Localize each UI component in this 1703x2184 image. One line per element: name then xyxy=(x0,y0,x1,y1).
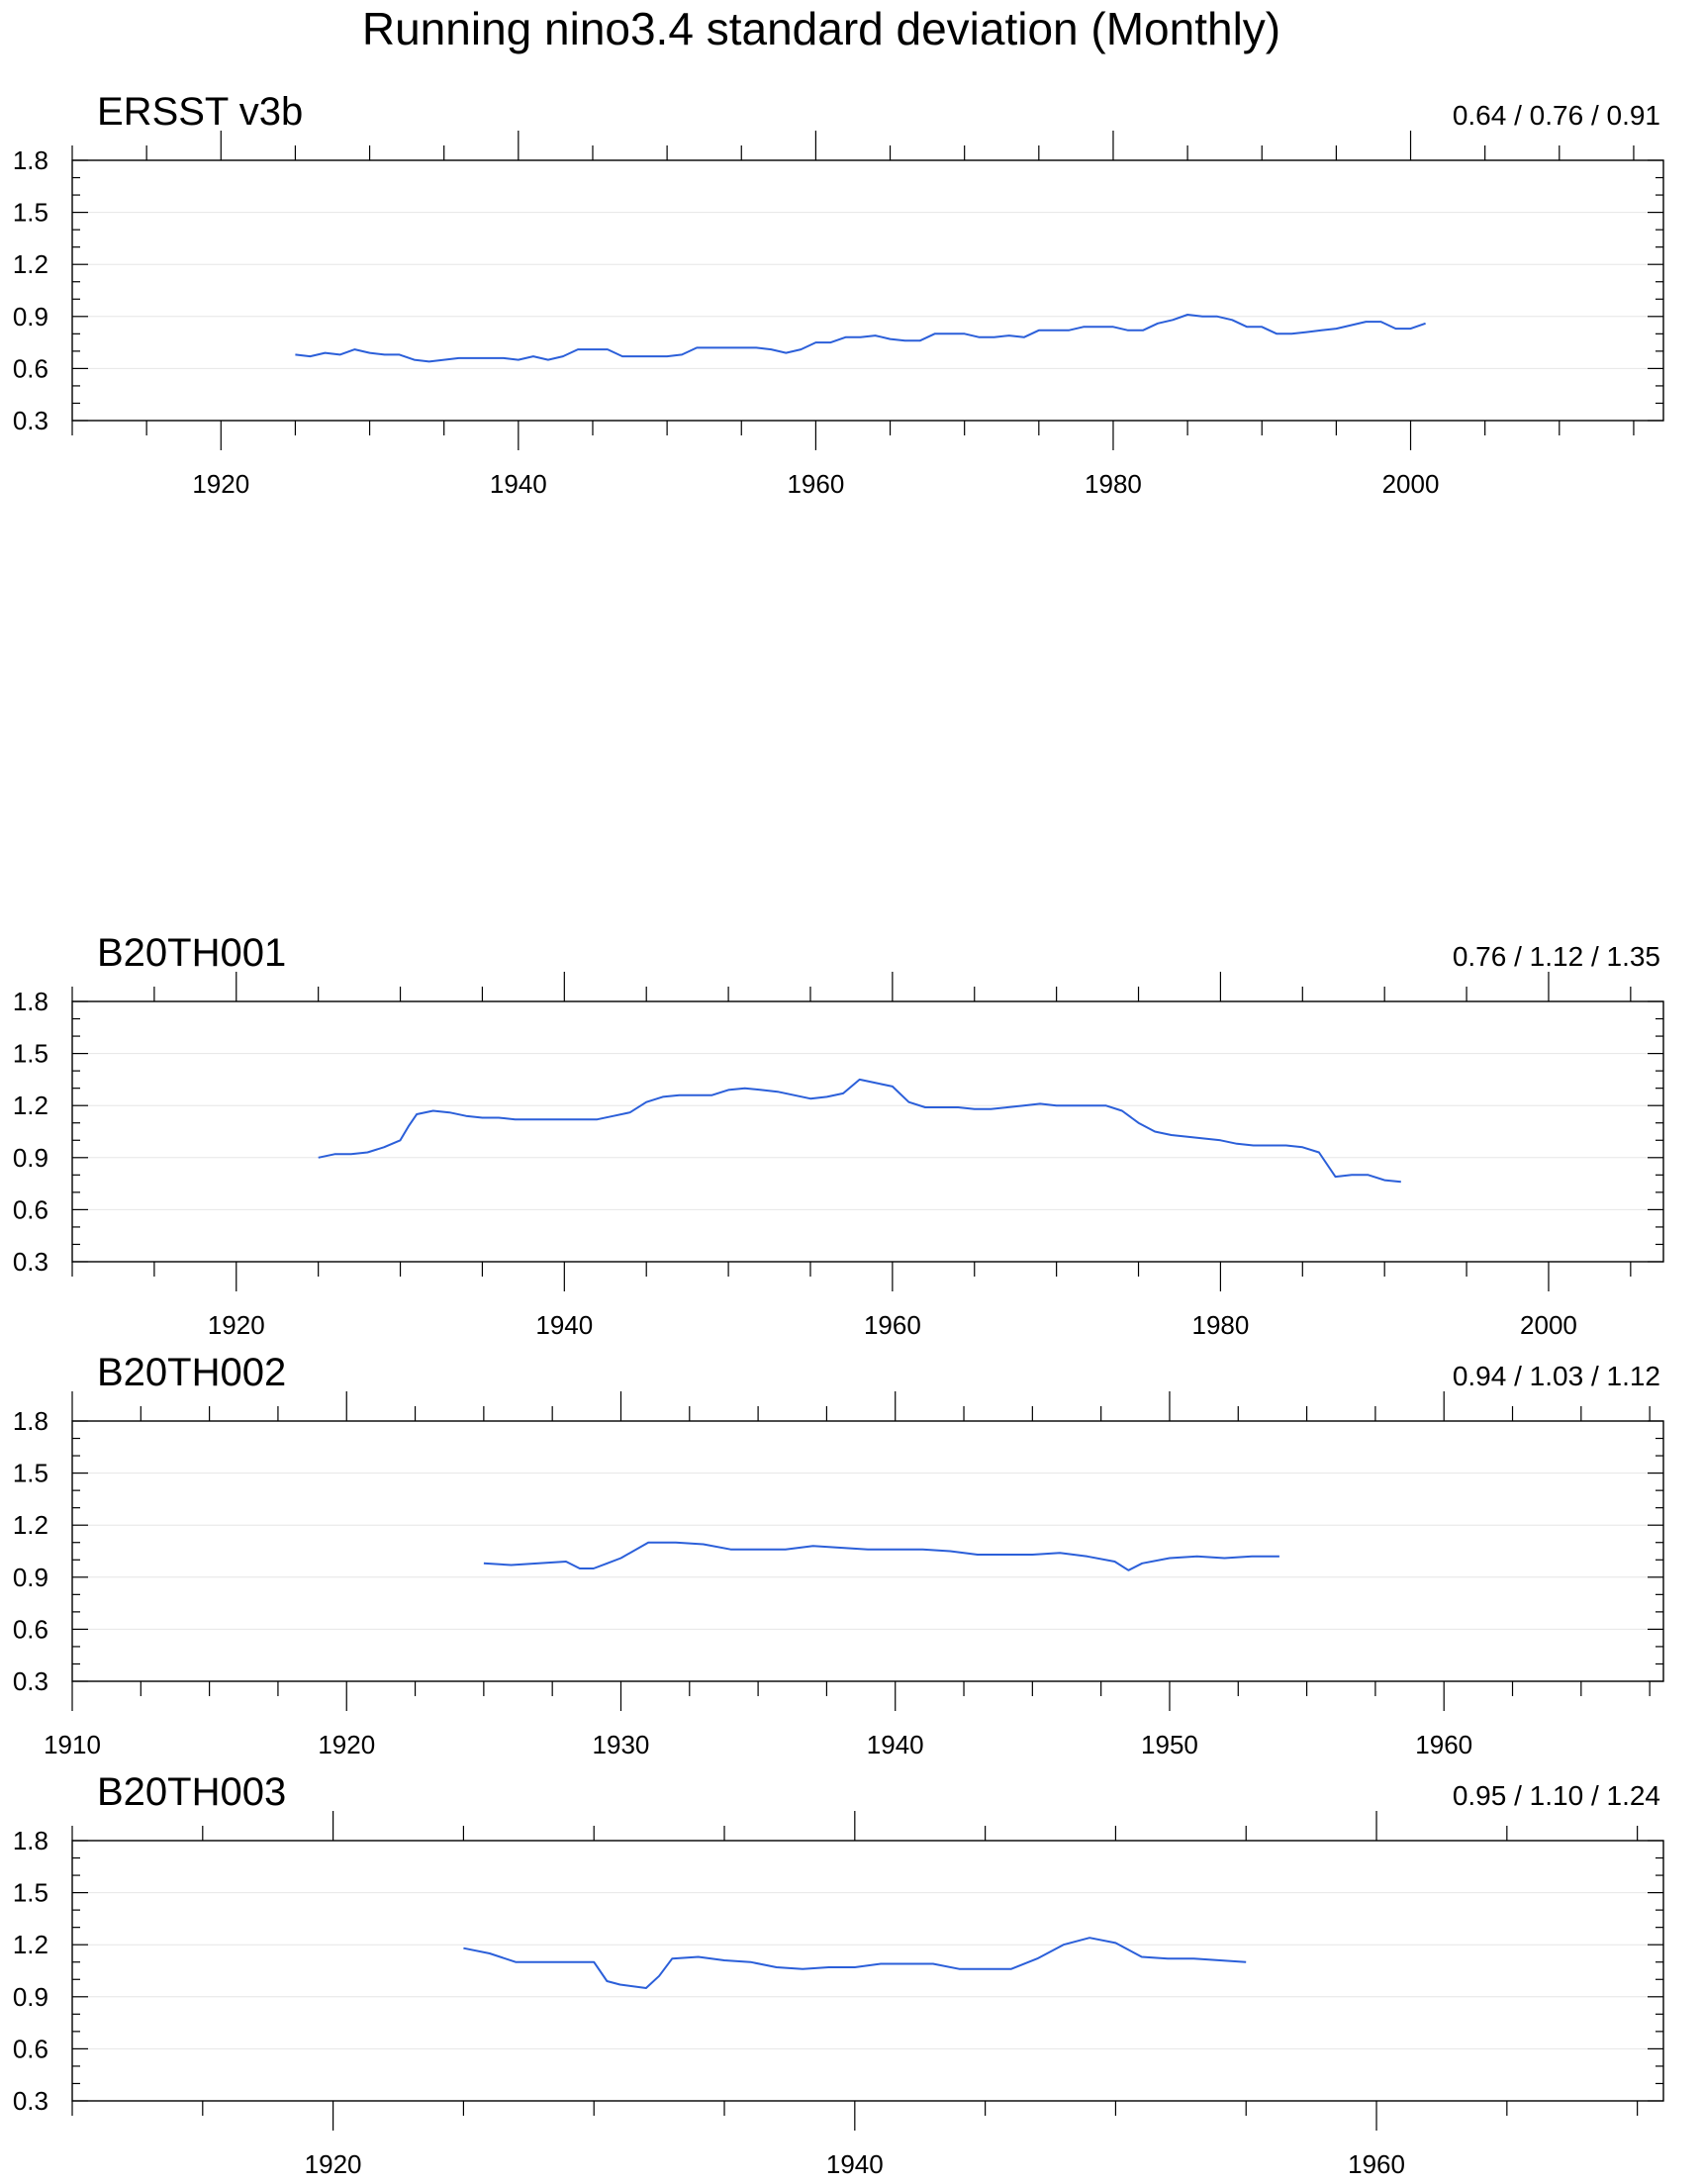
plot-frame xyxy=(71,159,1664,422)
chart-panel: 0.3 0.6 0.9 1.2 1.5 1.8 1920 1940 1960 1980 2000 ER… xyxy=(13,90,1664,499)
panel-title: B20TH002 xyxy=(97,1351,286,1394)
series-line xyxy=(483,1541,1279,1571)
x-tick-label: 1960 xyxy=(1348,2149,1405,2179)
x-tick-label: 1940 xyxy=(826,2149,884,2179)
y-tick-label: 0.6 xyxy=(13,353,48,383)
x-tick-label: 1950 xyxy=(1141,1730,1198,1759)
x-tick-label: 1920 xyxy=(192,469,249,499)
x-tick-label: 1940 xyxy=(535,1310,593,1340)
chart-panel: 0.3 0.6 0.9 1.2 1.5 1.8 1920 1940 1960 B20TH003 0.… xyxy=(13,1770,1664,2179)
series-line xyxy=(318,1078,1401,1184)
x-tick-label: 1920 xyxy=(305,2149,362,2179)
x-tick-label: 1940 xyxy=(490,469,547,499)
plot-frame xyxy=(71,1840,1664,2102)
y-tick-label: 1.2 xyxy=(13,249,48,279)
x-tick-label: 1920 xyxy=(208,1310,265,1340)
x-tick-label: 1980 xyxy=(1085,469,1142,499)
y-tick-label: 0.9 xyxy=(13,1982,48,2012)
x-tick-label: 2000 xyxy=(1382,469,1440,499)
y-tick-label: 1.8 xyxy=(13,987,48,1016)
panels-group: 0.3 0.6 0.9 1.2 1.5 1.8 1920 1940 1960 1980 2000 ER… xyxy=(13,90,1664,2179)
y-tick-label: 0.3 xyxy=(13,1247,48,1277)
y-tick-label: 0.9 xyxy=(13,1563,48,1592)
y-tick-label: 0.9 xyxy=(13,302,48,332)
y-tick-label: 0.3 xyxy=(13,2086,48,2116)
x-tick-label: 1960 xyxy=(864,1310,921,1340)
chart-panel: 0.3 0.6 0.9 1.2 1.5 1.8 1920 1940 1960 1980 2000 B2… xyxy=(13,931,1664,1340)
y-tick-label: 1.5 xyxy=(13,1039,48,1069)
figure-title: Running nino3.4 standard deviation (Mont… xyxy=(362,3,1280,54)
y-tick-label: 0.3 xyxy=(13,406,48,435)
panel-title: ERSST v3b xyxy=(97,90,303,134)
y-tick-label: 1.2 xyxy=(13,1930,48,1959)
y-tick-label: 0.6 xyxy=(13,2034,48,2063)
y-tick-label: 1.8 xyxy=(13,145,48,175)
plot-frame xyxy=(71,1420,1664,1682)
y-tick-label: 1.2 xyxy=(13,1091,48,1120)
x-tick-label: 1940 xyxy=(867,1730,924,1759)
x-tick-label: 1910 xyxy=(44,1730,101,1759)
y-tick-label: 1.5 xyxy=(13,1878,48,1908)
y-tick-label: 1.5 xyxy=(13,1459,48,1488)
y-tick-label: 1.8 xyxy=(13,1406,48,1436)
y-tick-label: 0.6 xyxy=(13,1194,48,1224)
x-tick-label: 2000 xyxy=(1520,1310,1577,1340)
chart-panel: 0.3 0.6 0.9 1.2 1.5 1.8 1910 1920 1930 1940 1950 19… xyxy=(13,1351,1664,1759)
series-line xyxy=(463,1937,1247,1989)
plot-frame xyxy=(71,1000,1664,1263)
x-tick-label: 1920 xyxy=(318,1730,375,1759)
stats-label: 0.94 / 1.03 / 1.12 xyxy=(1453,1361,1660,1391)
x-tick-label: 1930 xyxy=(593,1730,650,1759)
stats-label: 0.76 / 1.12 / 1.35 xyxy=(1453,941,1660,972)
series-line xyxy=(295,314,1426,363)
y-tick-label: 0.3 xyxy=(13,1666,48,1696)
panel-title: B20TH001 xyxy=(97,931,286,975)
y-tick-label: 1.2 xyxy=(13,1510,48,1540)
stats-label: 0.64 / 0.76 / 0.91 xyxy=(1453,100,1660,131)
x-tick-label: 1980 xyxy=(1191,1310,1249,1340)
y-tick-label: 1.8 xyxy=(13,1826,48,1855)
x-tick-label: 1960 xyxy=(1415,1730,1472,1759)
y-tick-label: 0.9 xyxy=(13,1143,48,1173)
panel-title: B20TH003 xyxy=(97,1770,286,1814)
stats-label: 0.95 / 1.10 / 1.24 xyxy=(1453,1780,1660,1811)
x-tick-label: 1960 xyxy=(787,469,844,499)
y-tick-label: 0.6 xyxy=(13,1614,48,1644)
y-tick-label: 1.5 xyxy=(13,198,48,228)
